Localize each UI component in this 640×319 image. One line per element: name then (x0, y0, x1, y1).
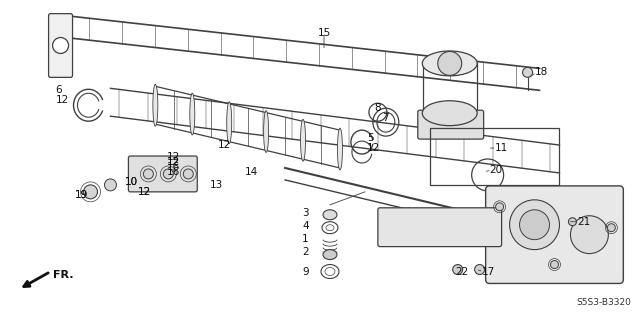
FancyBboxPatch shape (486, 186, 623, 284)
FancyBboxPatch shape (129, 156, 197, 192)
Text: 12: 12 (138, 187, 150, 197)
Text: 11: 11 (495, 143, 508, 153)
Text: 12: 12 (166, 157, 180, 167)
Ellipse shape (264, 111, 269, 152)
Circle shape (607, 224, 615, 232)
Text: 15: 15 (318, 27, 332, 38)
FancyBboxPatch shape (418, 110, 484, 139)
Ellipse shape (323, 249, 337, 260)
Circle shape (495, 203, 504, 211)
Ellipse shape (301, 119, 305, 161)
Circle shape (52, 38, 68, 54)
Text: 13: 13 (210, 180, 223, 190)
Circle shape (163, 169, 173, 179)
Text: 16: 16 (166, 162, 180, 172)
Text: 10: 10 (124, 177, 138, 187)
Circle shape (83, 185, 97, 199)
Text: 12: 12 (166, 157, 180, 167)
Text: 22: 22 (456, 266, 469, 277)
Circle shape (438, 51, 461, 75)
Text: 19: 19 (74, 190, 88, 200)
Text: 10: 10 (124, 177, 138, 187)
Text: 16: 16 (166, 167, 180, 177)
Ellipse shape (520, 210, 550, 240)
Text: 12: 12 (166, 152, 180, 162)
Text: S5S3-B3320: S5S3-B3320 (577, 298, 631, 307)
Ellipse shape (323, 210, 337, 220)
Text: 19: 19 (74, 190, 88, 200)
Text: 9: 9 (302, 266, 308, 277)
Text: 3: 3 (302, 208, 308, 218)
Circle shape (522, 67, 532, 78)
Ellipse shape (190, 93, 195, 135)
Text: 1: 1 (302, 234, 308, 244)
Text: 5: 5 (367, 133, 374, 143)
Ellipse shape (227, 102, 232, 144)
Text: 12: 12 (367, 143, 380, 153)
Text: 7: 7 (382, 113, 388, 123)
Circle shape (475, 264, 484, 274)
Text: 12: 12 (56, 95, 69, 105)
Text: FR.: FR. (52, 271, 73, 280)
FancyBboxPatch shape (49, 14, 72, 78)
Ellipse shape (422, 51, 477, 76)
Text: 8: 8 (374, 103, 381, 113)
Text: 2: 2 (302, 247, 308, 256)
Circle shape (452, 264, 463, 274)
Text: 12: 12 (218, 140, 232, 150)
Text: 14: 14 (245, 167, 259, 177)
Circle shape (143, 169, 154, 179)
Circle shape (104, 179, 116, 191)
Text: 6: 6 (56, 85, 62, 95)
Ellipse shape (153, 84, 158, 126)
Ellipse shape (422, 101, 477, 126)
Circle shape (183, 169, 193, 179)
Text: 20: 20 (490, 165, 503, 175)
Ellipse shape (509, 200, 559, 249)
Circle shape (568, 218, 577, 226)
Text: 17: 17 (482, 266, 495, 277)
Text: 4: 4 (302, 221, 308, 231)
Text: 18: 18 (534, 67, 548, 78)
Ellipse shape (337, 128, 342, 170)
Circle shape (550, 261, 559, 269)
Ellipse shape (570, 216, 609, 254)
FancyBboxPatch shape (378, 208, 502, 247)
Bar (430, 128, 559, 185)
Text: 12: 12 (138, 187, 150, 197)
Text: 21: 21 (577, 217, 591, 227)
